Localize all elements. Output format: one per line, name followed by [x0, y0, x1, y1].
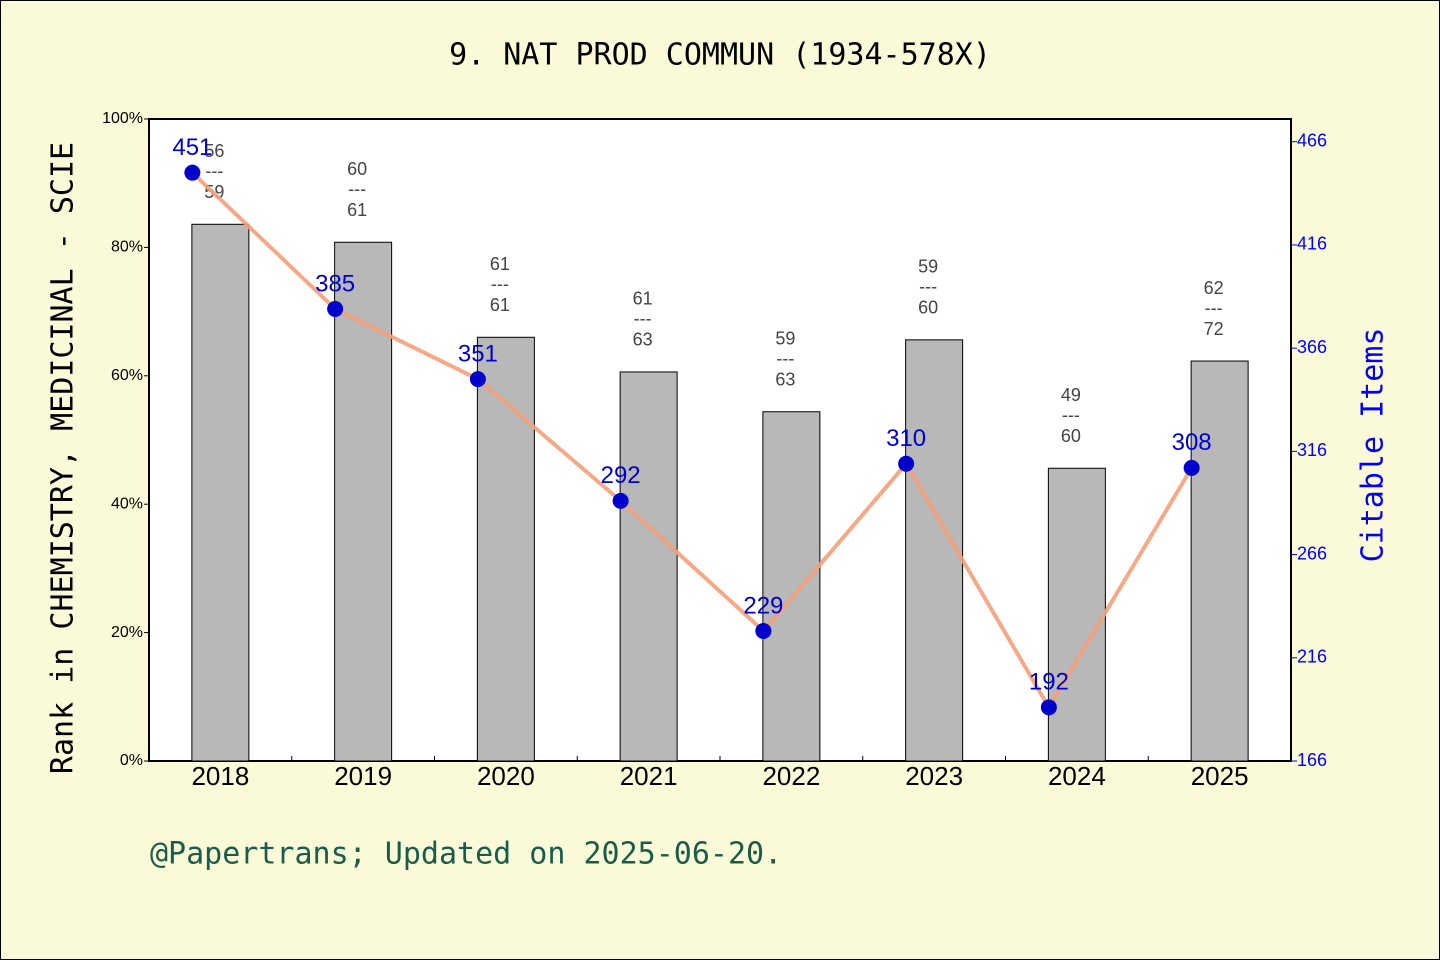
bar — [619, 371, 678, 762]
total-label: 72 — [1204, 319, 1224, 339]
bar — [476, 336, 535, 762]
bar — [905, 339, 964, 762]
y2-axis-label: Citable Items — [1356, 328, 1391, 563]
bar — [334, 241, 393, 762]
footer: @Papertrans; Updated on 2025-06-20. — [150, 837, 782, 872]
rank-label: 60 — [347, 159, 367, 179]
point-label: 451 — [172, 134, 212, 161]
marker — [612, 492, 629, 509]
y-tick-label: 40% — [111, 495, 143, 512]
marker — [184, 164, 201, 181]
y2-tick-label: 316 — [1297, 440, 1327, 460]
y-tick-label: 20% — [111, 624, 143, 641]
rank-label: 56 — [204, 141, 224, 161]
rank-label: 59 — [918, 257, 938, 277]
marker — [898, 455, 915, 472]
marker — [469, 371, 486, 388]
marker — [327, 300, 344, 317]
x-tick-label: 2018 — [191, 761, 249, 791]
rank-separator: --- — [491, 274, 509, 294]
y2-tick-label: 216 — [1297, 647, 1327, 667]
rank-separator: --- — [776, 349, 794, 369]
marker — [1040, 699, 1057, 716]
rank-label: 61 — [633, 289, 653, 309]
bar — [762, 411, 821, 762]
point-label: 385 — [315, 270, 355, 297]
y2-tick-label: 416 — [1297, 234, 1327, 254]
rank-separator: --- — [205, 161, 223, 181]
point-label: 192 — [1029, 669, 1069, 696]
rank-separator: --- — [348, 179, 366, 199]
total-label: 63 — [633, 330, 653, 350]
bar — [1190, 360, 1249, 762]
chart-title: 9. NAT PROD COMMUN (1934-578X) — [449, 38, 991, 73]
total-label: 63 — [775, 370, 795, 390]
x-tick-label: 2019 — [334, 761, 392, 791]
rank-separator: --- — [1062, 405, 1080, 425]
point-label: 292 — [601, 462, 641, 489]
point-label: 229 — [743, 592, 783, 619]
total-label: 60 — [1061, 426, 1081, 446]
total-label: 60 — [918, 298, 938, 318]
rank-separator: --- — [1205, 298, 1223, 318]
point-label: 308 — [1172, 429, 1212, 456]
rank-label: 49 — [1061, 385, 1081, 405]
marker — [755, 622, 772, 639]
bar — [191, 223, 250, 762]
rank-separator: --- — [919, 277, 937, 297]
x-tick-label: 2024 — [1048, 761, 1106, 791]
y-axis-label: Rank in CHEMISTRY, MEDICINAL - SCIE — [46, 142, 81, 774]
y2-tick-label: 466 — [1297, 130, 1327, 150]
line — [190, 171, 1194, 712]
point-label: 310 — [886, 425, 926, 452]
y2-tick-label: 166 — [1297, 750, 1327, 770]
y-tick-label: 100% — [102, 110, 143, 127]
plot-area — [148, 118, 1292, 762]
rank-separator: --- — [634, 309, 652, 329]
x-tick-label: 2025 — [1191, 761, 1249, 791]
total-label: 61 — [490, 295, 510, 315]
x-tick-label: 2023 — [905, 761, 963, 791]
total-label: 61 — [347, 200, 367, 220]
point-label: 351 — [458, 340, 498, 367]
y2-tick-label: 266 — [1297, 543, 1327, 563]
rank-label: 62 — [1204, 278, 1224, 298]
bar — [1047, 467, 1106, 762]
y-tick-label: 0% — [120, 752, 143, 769]
y-tick-label: 60% — [111, 367, 143, 384]
y-tick-label: 80% — [111, 239, 143, 256]
rank-label: 59 — [775, 329, 795, 349]
x-tick-label: 2020 — [477, 761, 535, 791]
rank-label: 61 — [490, 254, 510, 274]
x-tick-label: 2022 — [762, 761, 820, 791]
y2-tick-label: 366 — [1297, 337, 1327, 357]
x-tick-label: 2021 — [620, 761, 678, 791]
marker — [1183, 459, 1200, 476]
